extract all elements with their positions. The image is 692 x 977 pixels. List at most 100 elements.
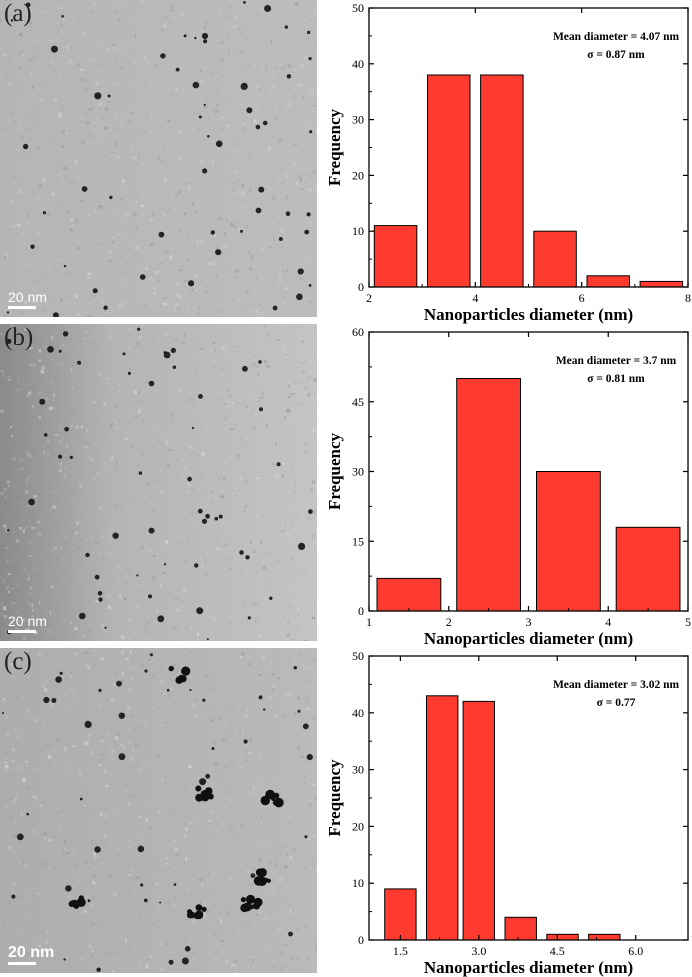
x-tick-label: 1.5	[393, 944, 408, 958]
y-tick-label: 10	[352, 224, 364, 238]
nanoparticle	[198, 394, 203, 399]
nanoparticle	[201, 518, 208, 524]
nanoparticle	[158, 231, 165, 238]
nanoparticle	[30, 244, 35, 249]
tem-image-c: (c) 20 nm	[0, 648, 317, 973]
nanoparticle	[273, 792, 280, 799]
nanoparticle	[197, 508, 203, 514]
y-tick-label: 0	[358, 280, 364, 294]
nanoparticle	[304, 835, 308, 839]
x-tick-label: 3	[526, 615, 532, 629]
nanoparticle	[195, 793, 204, 802]
y-tick-label: 20	[352, 168, 364, 182]
panel-c: (c) 20 nm 0 10 20 30 40 50 1.5 3.0 4.5 6.0 Nanopar…	[0, 648, 692, 977]
histogram-bar-4	[615, 526, 681, 612]
nanoparticle	[107, 94, 111, 98]
tem-nanoparticles	[2, 653, 313, 972]
y-tick-label: 30	[352, 763, 364, 777]
tem-nanoparticles	[6, 1, 313, 317]
nanoparticle	[215, 140, 223, 148]
nanoparticle	[207, 135, 210, 138]
nanoparticle	[168, 665, 174, 672]
nanoparticle	[262, 120, 268, 126]
nanoparticle	[240, 229, 243, 233]
nanoparticle	[245, 894, 256, 904]
nanoparticle	[77, 360, 82, 365]
nanoparticle	[43, 433, 48, 437]
histogram-bar-3	[462, 700, 496, 941]
nanoparticle	[103, 305, 108, 310]
nanoparticle	[258, 695, 263, 700]
histogram-bar-1	[376, 577, 442, 612]
nanoparticle	[189, 688, 192, 692]
nanoparticle	[206, 788, 212, 794]
nanoparticle	[258, 868, 267, 877]
nanoparticle	[163, 351, 171, 359]
nanoparticle	[148, 594, 152, 599]
nanoparticle	[258, 360, 262, 364]
nanoparticle	[181, 666, 191, 676]
nanoparticle	[47, 346, 54, 353]
nanoparticle	[175, 67, 180, 72]
histogram-bar-2	[456, 378, 521, 612]
nanoparticle	[247, 616, 251, 620]
nanoparticle	[218, 514, 223, 519]
scale-bar-b: 20 nm	[8, 613, 47, 633]
y-tick-label: 0	[358, 933, 364, 947]
nanoparticle	[144, 669, 148, 673]
nanoparticle	[307, 30, 311, 35]
nanoparticle	[140, 883, 144, 887]
nanoparticle	[243, 739, 248, 744]
tem-image-a: (a) 20 nm	[0, 0, 317, 317]
nanoparticle	[264, 5, 272, 12]
nanoparticle	[22, 143, 29, 150]
nanoparticle	[207, 793, 214, 800]
nanoparticle	[79, 612, 86, 620]
nanoparticle	[149, 653, 153, 657]
nanoparticle	[252, 902, 261, 910]
nanoparticle	[296, 293, 303, 301]
nanoparticle	[63, 958, 66, 961]
nanoparticle	[214, 516, 219, 521]
nanoparticle	[269, 596, 273, 600]
nanoparticle	[98, 597, 103, 602]
scale-bar-a: 20 nm	[8, 289, 47, 309]
nanoparticle	[239, 550, 244, 555]
nanoparticle	[92, 288, 98, 294]
nanoparticle	[85, 552, 90, 558]
nanoparticle	[112, 532, 119, 539]
panel-label-c: (c)	[4, 648, 32, 675]
histogram-bar-2	[426, 695, 459, 941]
histogram-bar-6	[639, 280, 684, 288]
nanoparticle	[122, 352, 126, 356]
mean-diameter-annotation: Mean diameter = 3.02 nm	[553, 679, 680, 691]
histogram-bar-3	[536, 471, 601, 612]
nanoparticle	[297, 268, 304, 275]
nanoparticle	[6, 338, 12, 344]
histogram-bar-2	[427, 74, 471, 288]
nanoparticle	[194, 563, 199, 568]
nanoparticle	[308, 284, 312, 287]
nanoparticle	[76, 900, 82, 906]
scale-bar-line-b	[8, 630, 36, 633]
nanoparticle	[137, 845, 145, 853]
tem-image-b: (b) 20 nm	[0, 324, 317, 641]
x-axis-label: Nanoparticles diameter (nm)	[424, 629, 633, 648]
nanoparticle	[2, 712, 4, 715]
nanoparticle	[187, 476, 192, 482]
nanoparticle	[42, 211, 47, 215]
nanoparticle	[192, 81, 200, 89]
nanoparticle	[203, 103, 206, 106]
nanoparticle	[59, 671, 63, 675]
y-axis-label: Frequency	[325, 432, 344, 510]
nanoparticle	[293, 666, 297, 670]
histogram-c: 0 10 20 30 40 50 1.5 3.0 4.5 6.0 Nanoparticles dia…	[318, 648, 692, 977]
nanoparticle	[184, 946, 191, 952]
nanoparticle	[63, 264, 67, 268]
nanoparticle	[51, 698, 57, 703]
scale-bar-label-a: 20 nm	[8, 289, 47, 305]
nanoparticle	[202, 168, 208, 174]
x-tick-label: 4	[605, 615, 611, 629]
nanoparticle	[94, 574, 100, 580]
nanoparticle	[306, 212, 311, 217]
